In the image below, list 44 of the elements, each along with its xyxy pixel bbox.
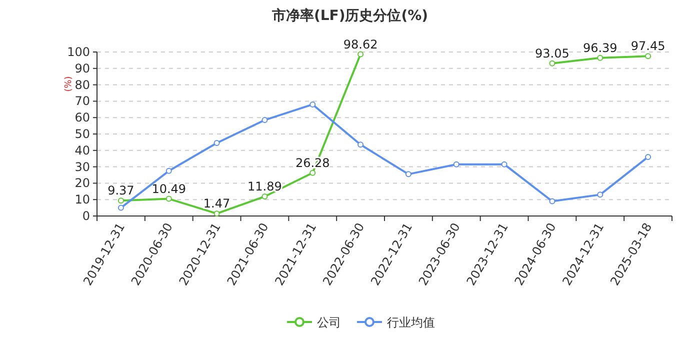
point xyxy=(310,101,316,108)
point xyxy=(597,54,604,61)
point xyxy=(405,171,412,178)
point xyxy=(118,204,124,211)
y-tick-label: 50 xyxy=(74,127,90,141)
legend-label: 行业均值 xyxy=(387,316,435,330)
point xyxy=(262,194,268,200)
point xyxy=(597,192,604,198)
data-label: 97.45 xyxy=(630,39,666,54)
point xyxy=(358,51,364,58)
point xyxy=(645,53,652,60)
point xyxy=(166,196,172,202)
data-label: 11.89 xyxy=(248,180,282,194)
data-label: 10.49 xyxy=(152,182,186,196)
point xyxy=(262,117,268,124)
y-tick-label: 90 xyxy=(74,61,90,76)
y-tick-label: 20 xyxy=(74,176,90,190)
y-axis-title: (%) xyxy=(64,76,74,92)
y-tick-label: 0 xyxy=(82,209,90,223)
data-label: 1.47 xyxy=(203,196,230,211)
point xyxy=(166,168,172,174)
y-tick-label: 60 xyxy=(74,110,90,125)
point xyxy=(214,210,220,217)
chart-title: 市净率(LF)历史分位(%) xyxy=(270,7,428,24)
point xyxy=(358,142,364,148)
y-tick-label: 80 xyxy=(74,78,90,92)
legend-label: 公司 xyxy=(317,316,341,330)
point xyxy=(549,60,556,66)
point xyxy=(214,140,220,146)
y-tick-label: 100 xyxy=(67,45,90,59)
data-label: 9.37 xyxy=(108,184,134,198)
point xyxy=(310,170,316,176)
point xyxy=(118,198,124,204)
point xyxy=(453,161,460,168)
point xyxy=(645,154,652,160)
point xyxy=(501,161,508,168)
data-label: 96.39 xyxy=(582,40,618,55)
point xyxy=(549,198,556,204)
y-tick-label: 10 xyxy=(74,192,90,207)
data-label: 93.05 xyxy=(535,46,570,60)
y-tick-label: 70 xyxy=(74,94,90,108)
data-label: 98.62 xyxy=(343,37,378,52)
y-tick-label: 40 xyxy=(74,143,90,158)
y-tick-label: 30 xyxy=(74,160,90,174)
